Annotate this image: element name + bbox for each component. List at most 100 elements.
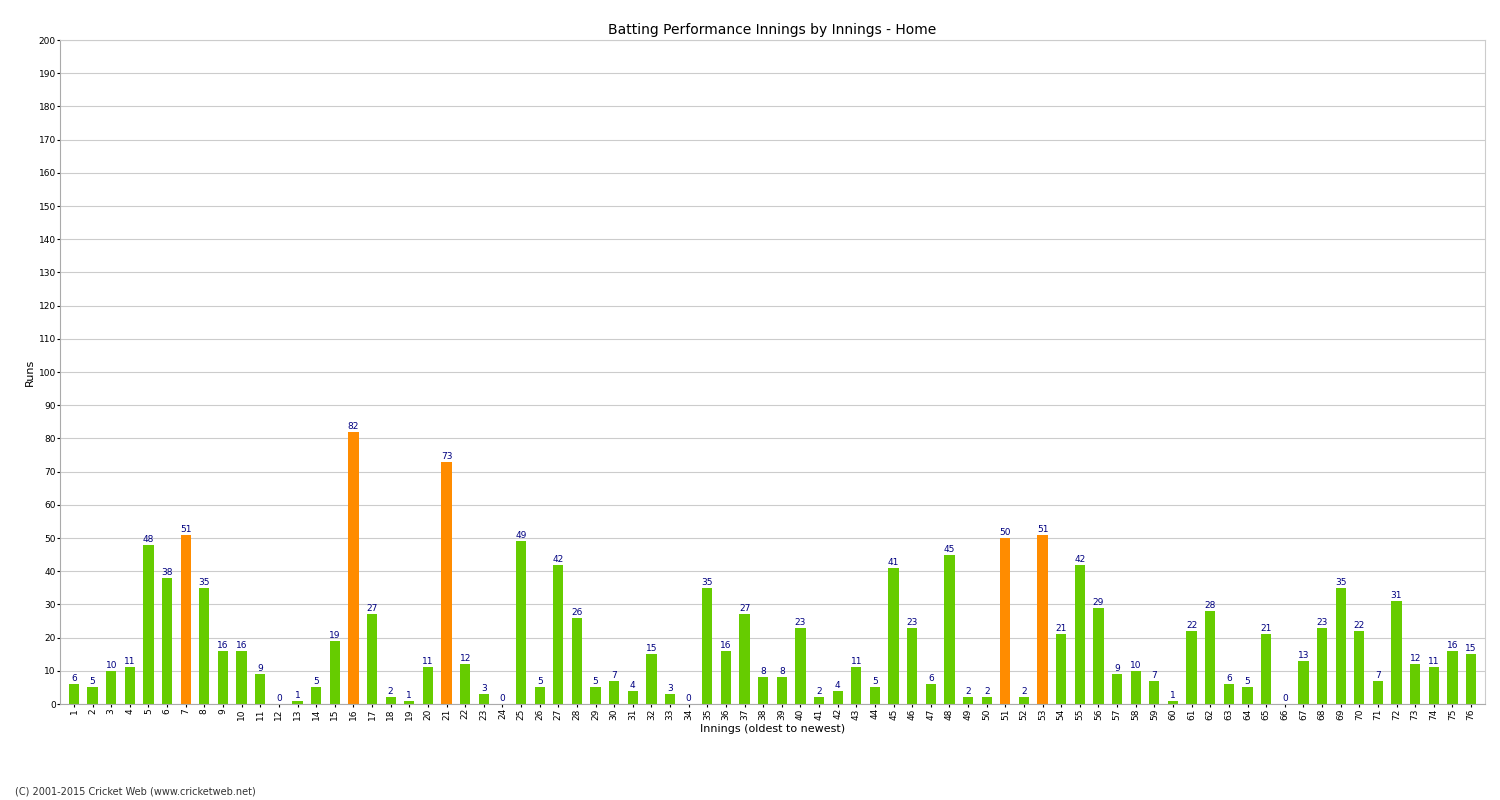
- Bar: [106, 670, 117, 704]
- Text: 19: 19: [328, 631, 340, 640]
- Text: 48: 48: [142, 534, 154, 544]
- Bar: [144, 545, 153, 704]
- Text: 8: 8: [760, 667, 766, 677]
- Text: 31: 31: [1390, 591, 1402, 600]
- Bar: [217, 651, 228, 704]
- Bar: [1354, 631, 1365, 704]
- Bar: [1242, 687, 1252, 704]
- Bar: [1262, 634, 1272, 704]
- Bar: [1112, 674, 1122, 704]
- Bar: [1299, 661, 1308, 704]
- Bar: [870, 687, 880, 704]
- Text: 35: 35: [198, 578, 210, 587]
- Text: 3: 3: [482, 684, 486, 693]
- Text: (C) 2001-2015 Cricket Web (www.cricketweb.net): (C) 2001-2015 Cricket Web (www.cricketwe…: [15, 786, 255, 796]
- Bar: [850, 667, 861, 704]
- Bar: [1466, 654, 1476, 704]
- Text: 15: 15: [645, 644, 657, 654]
- Bar: [368, 614, 376, 704]
- Text: 11: 11: [850, 658, 862, 666]
- Bar: [1000, 538, 1011, 704]
- Text: 10: 10: [1130, 661, 1142, 670]
- Bar: [69, 684, 80, 704]
- Text: 23: 23: [906, 618, 918, 626]
- Bar: [330, 641, 340, 704]
- Bar: [386, 698, 396, 704]
- Bar: [815, 698, 824, 704]
- Text: 7: 7: [1376, 670, 1382, 680]
- Bar: [1204, 611, 1215, 704]
- Text: 73: 73: [441, 452, 453, 461]
- Bar: [758, 678, 768, 704]
- Bar: [1372, 681, 1383, 704]
- Bar: [87, 687, 98, 704]
- Text: 27: 27: [366, 604, 378, 614]
- Text: 42: 42: [552, 554, 564, 563]
- Text: 1: 1: [294, 690, 300, 700]
- Text: 23: 23: [1317, 618, 1328, 626]
- Bar: [292, 701, 303, 704]
- Bar: [423, 667, 433, 704]
- Text: 23: 23: [795, 618, 806, 626]
- Text: 2: 2: [966, 687, 970, 696]
- Text: 9: 9: [258, 664, 262, 673]
- Text: 3: 3: [668, 684, 674, 693]
- Text: 28: 28: [1204, 601, 1216, 610]
- Bar: [981, 698, 992, 704]
- Bar: [572, 618, 582, 704]
- Text: 50: 50: [999, 528, 1011, 537]
- Y-axis label: Runs: Runs: [24, 358, 34, 386]
- Bar: [1056, 634, 1066, 704]
- Bar: [310, 687, 321, 704]
- Text: 11: 11: [124, 658, 135, 666]
- Text: 0: 0: [276, 694, 282, 703]
- Bar: [1019, 698, 1029, 704]
- Bar: [1448, 651, 1458, 704]
- Bar: [1428, 667, 1438, 704]
- Bar: [833, 690, 843, 704]
- Text: 5: 5: [871, 678, 877, 686]
- Text: 16: 16: [1446, 641, 1458, 650]
- Text: 41: 41: [888, 558, 900, 567]
- Bar: [795, 628, 806, 704]
- Text: 11: 11: [422, 658, 434, 666]
- Text: 2: 2: [816, 687, 822, 696]
- Bar: [945, 554, 954, 704]
- Bar: [1131, 670, 1142, 704]
- Text: 4: 4: [630, 681, 636, 690]
- Text: 45: 45: [944, 545, 956, 554]
- Bar: [404, 701, 414, 704]
- Text: 35: 35: [702, 578, 712, 587]
- Bar: [591, 687, 600, 704]
- Bar: [664, 694, 675, 704]
- Bar: [1392, 601, 1401, 704]
- Bar: [1410, 664, 1420, 704]
- Bar: [627, 690, 638, 704]
- Bar: [180, 534, 190, 704]
- Text: 5: 5: [90, 678, 96, 686]
- Text: 6: 6: [928, 674, 933, 683]
- Bar: [478, 694, 489, 704]
- Text: 8: 8: [778, 667, 784, 677]
- Bar: [348, 432, 358, 704]
- Text: 7: 7: [612, 670, 616, 680]
- Text: 29: 29: [1094, 598, 1104, 606]
- Text: 16: 16: [236, 641, 248, 650]
- Text: 51: 51: [1036, 525, 1048, 534]
- Text: 6: 6: [1226, 674, 1232, 683]
- Bar: [1186, 631, 1197, 704]
- Bar: [1149, 681, 1160, 704]
- Bar: [888, 568, 898, 704]
- Text: 21: 21: [1260, 624, 1272, 634]
- Bar: [1168, 701, 1178, 704]
- Bar: [1224, 684, 1234, 704]
- Text: 16: 16: [720, 641, 732, 650]
- Bar: [200, 588, 210, 704]
- Title: Batting Performance Innings by Innings - Home: Batting Performance Innings by Innings -…: [609, 23, 936, 38]
- Text: 11: 11: [1428, 658, 1440, 666]
- Bar: [534, 687, 544, 704]
- Text: 21: 21: [1056, 624, 1066, 634]
- Bar: [926, 684, 936, 704]
- Text: 26: 26: [572, 608, 582, 617]
- Text: 51: 51: [180, 525, 192, 534]
